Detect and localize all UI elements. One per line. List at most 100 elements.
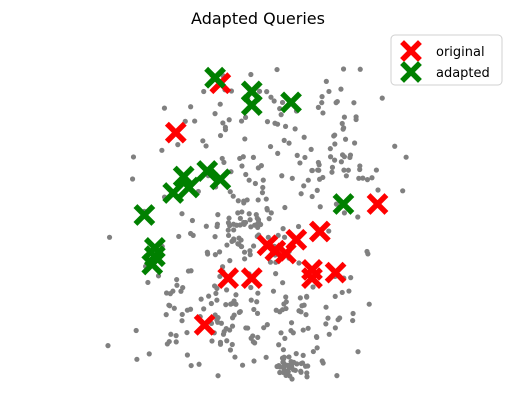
background-point (215, 212, 221, 218)
background-point (403, 154, 409, 160)
background-point (242, 136, 248, 142)
background-point (316, 167, 322, 173)
adapted-query-marker (240, 94, 263, 117)
background-point (229, 323, 236, 329)
adapted-query-marker (204, 66, 226, 89)
legend-adapted-label: adapted (436, 66, 490, 81)
background-point (301, 183, 307, 189)
background-point (188, 362, 194, 369)
background-point (215, 319, 221, 325)
background-point (299, 303, 305, 309)
adapted-query-marker (332, 193, 355, 215)
background-point (252, 222, 258, 228)
background-point (356, 175, 362, 181)
background-point (305, 177, 311, 183)
background-point (264, 119, 271, 125)
background-point (134, 356, 140, 362)
background-point (235, 198, 241, 204)
background-point (277, 369, 283, 376)
background-point (355, 349, 361, 355)
background-point (232, 354, 238, 360)
background-point (201, 306, 207, 312)
background-point (293, 351, 299, 357)
background-point (281, 234, 288, 240)
background-point (267, 143, 274, 150)
background-point (343, 173, 349, 179)
background-point (353, 114, 359, 120)
background-point (280, 280, 286, 286)
background-point (209, 338, 215, 344)
x-marker-stroke-b (400, 40, 422, 62)
background-point (392, 143, 398, 149)
background-point (283, 294, 289, 300)
background-point (227, 189, 233, 195)
background-point (200, 138, 206, 144)
background-point (283, 299, 289, 305)
background-point (400, 188, 406, 194)
background-point (264, 205, 270, 212)
background-point (299, 360, 306, 366)
background-point (339, 289, 345, 296)
background-point (226, 215, 232, 221)
background-point (305, 325, 311, 331)
background-point (288, 320, 295, 326)
background-point (289, 376, 295, 382)
background-point (317, 204, 323, 210)
background-point (189, 217, 195, 224)
background-point (310, 284, 316, 290)
background-point (365, 251, 371, 257)
background-point (247, 217, 253, 223)
background-point (304, 294, 310, 300)
background-point (242, 256, 248, 262)
background-point (227, 258, 233, 264)
background-point (292, 126, 298, 132)
background-point (316, 162, 322, 168)
background-point (295, 223, 302, 230)
background-point (350, 317, 356, 324)
background-point (282, 123, 289, 129)
background-point (212, 234, 218, 240)
background-point (196, 361, 202, 367)
background-point (277, 364, 283, 370)
x-marker-stroke-b (162, 182, 185, 204)
background-point (291, 359, 297, 366)
background-point (327, 154, 334, 160)
background-point (176, 233, 182, 240)
background-point (320, 360, 326, 366)
background-point (281, 356, 287, 362)
background-point (256, 88, 263, 94)
background-point (268, 210, 274, 216)
background-point (255, 197, 261, 203)
background-point (253, 212, 259, 218)
background-point (329, 164, 336, 170)
background-point (339, 152, 346, 158)
background-point (338, 86, 344, 92)
background-point (255, 290, 261, 296)
x-marker-stroke-b (178, 176, 200, 199)
background-point (245, 325, 251, 331)
background-point (286, 140, 292, 146)
background-point (236, 309, 242, 315)
background-point (216, 249, 223, 255)
adapted-query-marker (240, 80, 263, 103)
background-point (314, 187, 320, 193)
background-point (332, 325, 338, 331)
background-point (275, 150, 281, 156)
x-marker-stroke-b (196, 160, 219, 182)
background-point (339, 120, 345, 127)
background-point (224, 287, 230, 293)
background-point (333, 201, 340, 207)
background-point (179, 318, 185, 324)
background-point (251, 358, 257, 364)
background-point (289, 175, 295, 181)
background-point (221, 159, 227, 165)
background-point (192, 118, 198, 124)
background-point (198, 296, 204, 302)
background-point (298, 309, 304, 315)
background-point (379, 95, 385, 101)
background-point (300, 352, 306, 358)
background-point (214, 223, 220, 230)
background-point (231, 236, 237, 242)
background-point (366, 301, 372, 307)
background-point (205, 251, 211, 257)
